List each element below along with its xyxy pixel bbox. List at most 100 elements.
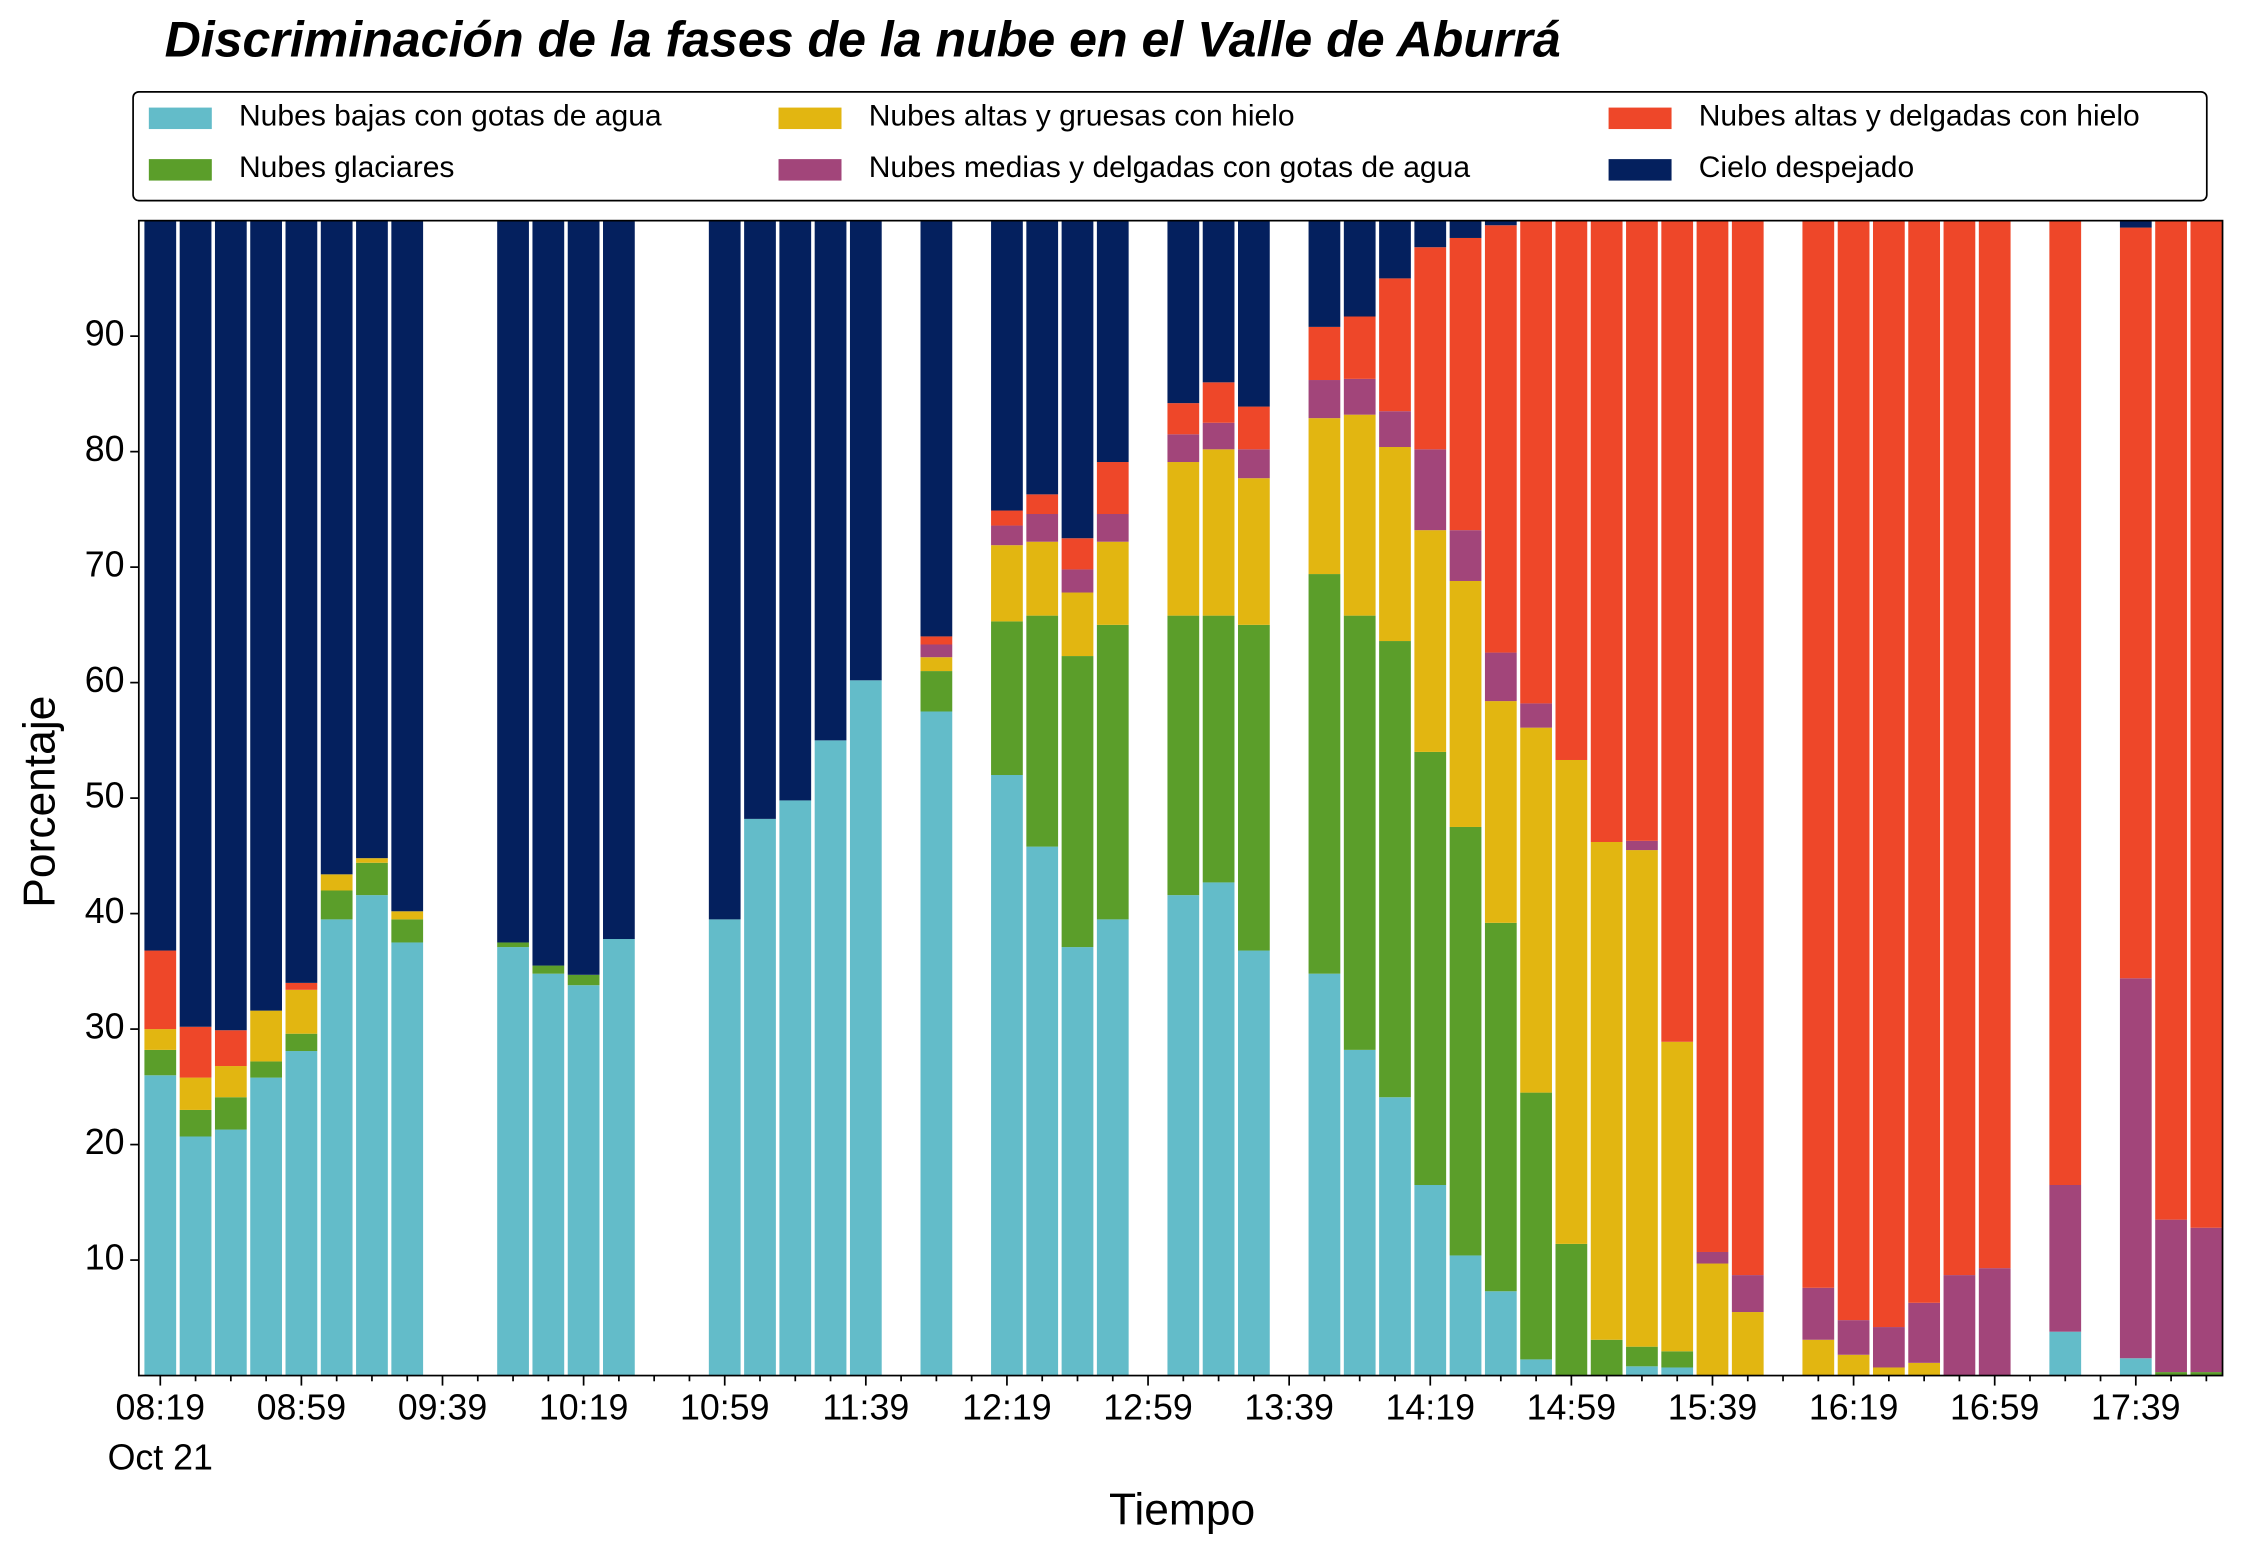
bar-segment: [391, 919, 424, 943]
bar-segment: [991, 545, 1023, 622]
bar-segment: [1731, 220, 1764, 1276]
y-tick-label: 90: [85, 314, 125, 354]
bar-segment: [179, 1109, 212, 1137]
bar-segment: [1308, 380, 1341, 419]
bar-segment: [920, 220, 953, 637]
bar-segment: [320, 220, 353, 875]
bar-segment: [991, 621, 1023, 776]
bar-segment: [603, 220, 635, 940]
x-tick-label: 09:39: [398, 1387, 488, 1427]
bar-segment: [567, 220, 600, 975]
bar-segment: [144, 220, 177, 951]
bar-segment: [2155, 1372, 2187, 1376]
bar-segment: [991, 220, 1023, 511]
bar-segment: [1626, 850, 1658, 1347]
bar-segment: [179, 1077, 212, 1110]
bar-segment: [285, 1051, 318, 1376]
bar-segment: [1167, 895, 1200, 1376]
bar-segment: [1061, 656, 1094, 948]
bar-segment: [144, 1029, 177, 1050]
legend-label: Nubes glaciares: [239, 151, 454, 184]
bar-segment: [849, 220, 882, 681]
bar-segment: [144, 1075, 177, 1376]
bar-segment: [744, 220, 776, 819]
bar-segment: [1555, 1243, 1588, 1376]
bar-segment: [1661, 1041, 1694, 1352]
bar-segment: [144, 950, 177, 1030]
bar-segment: [567, 985, 600, 1376]
bar-segment: [497, 942, 529, 948]
chart-title: Discriminación de la fases de la nube en…: [165, 11, 1561, 67]
bar-segment: [1061, 538, 1094, 570]
bar-segment: [320, 919, 353, 1376]
bar-segment: [1484, 652, 1517, 702]
legend-swatch: [148, 107, 212, 130]
x-tick-label: 12:19: [962, 1387, 1052, 1427]
bar-segment: [920, 657, 953, 672]
bar-segment: [1308, 220, 1341, 327]
bar-segment: [1379, 1097, 1411, 1376]
bar-segment: [1343, 615, 1376, 1050]
bar-segment: [1872, 220, 1905, 1328]
bar-segment: [920, 644, 953, 658]
bar-segment: [1167, 615, 1200, 896]
bar-segment: [1343, 1049, 1376, 1376]
bar-segment: [1343, 220, 1376, 317]
bar-segment: [1238, 406, 1270, 450]
legend-label: Nubes altas y gruesas con hielo: [869, 100, 1295, 133]
bar-segment: [179, 220, 212, 1027]
bar-segment: [1238, 950, 1270, 1376]
bar-segment: [2119, 1358, 2152, 1376]
bar-segment: [1661, 1367, 1694, 1376]
bar-segment: [1061, 592, 1094, 657]
x-sublabel: Oct 21: [108, 1437, 213, 1477]
bar-segment: [1943, 220, 1976, 1276]
bar-segment: [1308, 973, 1341, 1376]
x-tick-label: 12:59: [1103, 1387, 1193, 1427]
bar-segment: [779, 220, 812, 801]
bar-segment: [1449, 220, 1482, 238]
bar-segment: [1202, 382, 1235, 423]
legend-label: Nubes bajas con gotas de agua: [239, 100, 662, 133]
legend-box: [132, 90, 2208, 202]
bar-segment: [391, 220, 424, 912]
bar-segment: [1202, 422, 1235, 450]
bar-segment: [1872, 1367, 1905, 1376]
bar-segment: [1238, 220, 1270, 407]
bar-segment: [1484, 701, 1517, 923]
bar-segment: [1802, 220, 1835, 1288]
bar-segment: [1520, 703, 1552, 728]
bar-segment: [1978, 1268, 2011, 1376]
bar-segment: [814, 220, 847, 741]
bar-segment: [2049, 1331, 2082, 1376]
bar-segment: [1061, 947, 1094, 1376]
bar-segment: [1096, 513, 1129, 542]
bar-segment: [1908, 220, 1941, 1303]
x-tick-label: 10:19: [539, 1387, 629, 1427]
bar-segment: [1484, 220, 1517, 226]
bar-segment: [214, 220, 247, 1031]
bar-segment: [744, 818, 776, 1376]
bar-segment: [320, 874, 353, 891]
bar-segment: [1167, 434, 1200, 463]
bar-segment: [1238, 478, 1270, 625]
y-tick-label: 50: [85, 776, 125, 816]
bar-segment: [1484, 1291, 1517, 1376]
x-tick-label: 15:39: [1668, 1387, 1758, 1427]
legend-swatch: [778, 159, 842, 181]
bar-segment: [1414, 751, 1447, 1186]
bar-segment: [1061, 220, 1094, 539]
bar-segment: [1343, 378, 1376, 415]
bar-segment: [1202, 882, 1235, 1376]
bar-segment: [1555, 759, 1588, 1244]
bar-segment: [285, 220, 318, 983]
bar-segment: [1238, 624, 1270, 951]
bar-segment: [2155, 220, 2187, 1220]
bar-segment: [2119, 978, 2152, 1359]
bar-segment: [179, 1136, 212, 1376]
bar-segment: [920, 711, 953, 1376]
bar-segment: [1026, 494, 1059, 514]
y-tick-label: 80: [85, 429, 125, 469]
bar-segment: [1731, 1275, 1764, 1313]
bar-segment: [391, 911, 424, 920]
